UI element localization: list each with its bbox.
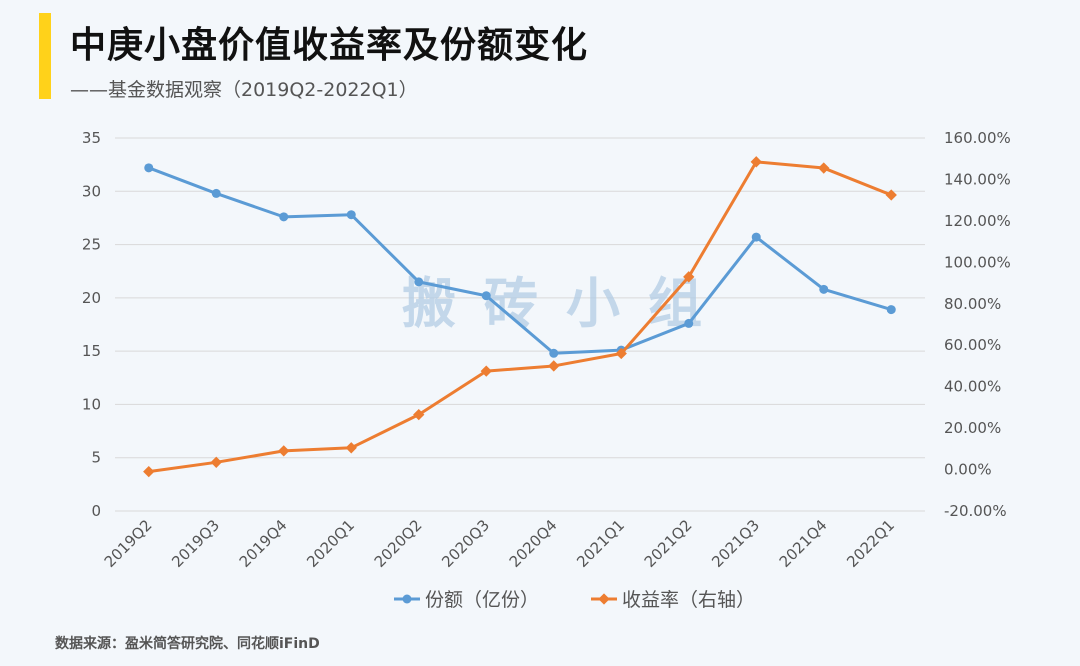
return-point — [210, 456, 222, 468]
watermark: 搬砖小组 — [402, 272, 730, 335]
left-tick-label: 15 — [82, 342, 101, 360]
x-tick-label: 2020Q4 — [506, 516, 561, 571]
return-point — [480, 365, 492, 377]
share-point — [279, 212, 289, 222]
legend-label-return: 收益率（右轴） — [622, 589, 755, 611]
left-tick-label: 10 — [82, 395, 101, 413]
share-line — [148, 166, 892, 355]
x-tick-label: 2019Q4 — [236, 516, 291, 571]
return-point — [548, 360, 560, 372]
legend-item-return: 收益率（右轴） — [591, 589, 755, 611]
return-point — [413, 408, 425, 421]
x-tick-label: 2019Q3 — [168, 516, 223, 571]
right-tick-label: 20.00% — [944, 419, 1001, 437]
left-tick-label: 35 — [82, 129, 101, 147]
share-point — [886, 305, 896, 315]
return-point — [143, 465, 155, 478]
share-point — [346, 210, 356, 220]
x-axis-ticks: 2019Q2 2019Q3 2019Q4 2020Q1 2020Q2 2020Q3 2020… — [101, 516, 898, 571]
right-tick-label: 100.00% — [944, 253, 1011, 271]
x-tick-label: 2020Q1 — [303, 516, 358, 571]
return-point — [750, 156, 762, 168]
x-tick-label: 2021Q2 — [641, 516, 696, 571]
x-tick-label: 2021Q3 — [708, 516, 763, 571]
right-tick-label: 0.00% — [944, 461, 992, 479]
legend-item-share: 份额（亿份） — [394, 589, 539, 611]
return-point — [345, 442, 357, 454]
right-axis-ticks: -20.00% 0.00% 20.00% 40.00% 60.00% 80.00% 100.… — [944, 129, 1011, 520]
x-tick-label: 2020Q2 — [371, 516, 426, 571]
x-tick-label: 2020Q3 — [438, 516, 493, 571]
right-tick-label: -20.00% — [944, 502, 1007, 520]
return-point — [818, 162, 830, 174]
share-point — [751, 232, 761, 242]
share-point — [819, 284, 829, 294]
return-line — [148, 160, 892, 474]
legend: 份额（亿份） 收益率（右轴） — [394, 589, 755, 611]
x-tick-label: 2019Q2 — [101, 516, 156, 571]
page-subtitle: ——基金数据观察（2019Q2-2022Q1） — [70, 79, 418, 101]
share-point — [684, 318, 694, 328]
return-point — [885, 189, 897, 201]
left-tick-label: 20 — [82, 289, 101, 307]
share-point — [211, 188, 221, 198]
left-tick-label: 25 — [82, 236, 101, 254]
return-point — [615, 347, 627, 360]
return-point — [683, 271, 695, 283]
page-title: 中庚小盘价值收益率及份额变化 — [70, 25, 589, 66]
right-tick-label: 140.00% — [944, 170, 1011, 188]
x-tick-label: 2021Q1 — [573, 516, 628, 571]
grid-lines — [115, 137, 925, 512]
right-tick-label: 60.00% — [944, 336, 1001, 354]
series-share — [144, 163, 896, 358]
title-accent-bar — [39, 13, 51, 99]
share-point — [481, 291, 491, 301]
series-return — [143, 156, 897, 478]
right-tick-label: 120.00% — [944, 212, 1011, 230]
return-point — [278, 445, 290, 457]
left-tick-label: 0 — [91, 502, 101, 520]
x-tick-label: 2021Q4 — [776, 516, 831, 571]
share-point — [549, 348, 559, 358]
share-point — [144, 163, 154, 173]
x-tick-label: 2022Q1 — [843, 516, 898, 571]
left-tick-label: 30 — [82, 182, 101, 200]
data-source: 数据来源：盈米简答研究院、同花顺iFinD — [55, 636, 320, 652]
right-tick-label: 80.00% — [944, 295, 1001, 313]
legend-label-share: 份额（亿份） — [425, 589, 539, 611]
right-tick-label: 40.00% — [944, 378, 1001, 396]
right-tick-label: 160.00% — [944, 129, 1011, 147]
left-tick-label: 5 — [91, 449, 101, 467]
share-point — [414, 277, 424, 287]
left-axis-ticks: 0 5 10 15 20 25 30 35 — [82, 129, 101, 520]
